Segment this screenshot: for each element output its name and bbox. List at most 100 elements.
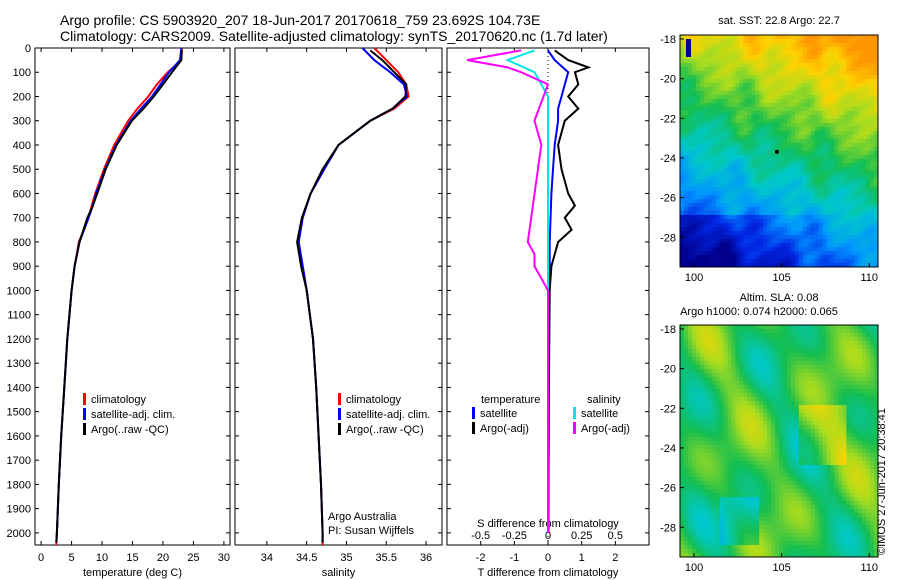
sst-map-cell bbox=[719, 163, 724, 168]
sst-map-cell bbox=[802, 115, 808, 120]
sst-map-cell bbox=[782, 67, 788, 72]
sla-map-cell bbox=[691, 437, 697, 442]
sst-map-cell bbox=[695, 71, 701, 76]
sst-map-cell bbox=[751, 55, 756, 60]
sst-map-cell bbox=[680, 231, 685, 236]
sla-map-cell bbox=[834, 449, 839, 454]
sla-map-cell bbox=[755, 453, 760, 458]
sst-map-cell bbox=[751, 243, 756, 248]
sst-map-cell bbox=[767, 39, 772, 44]
sla-map-cell bbox=[834, 461, 839, 466]
sst-map-cell bbox=[755, 47, 760, 52]
sst-map-cell bbox=[775, 243, 780, 248]
sla-map-cell bbox=[767, 345, 772, 350]
sla-map-cell bbox=[743, 353, 748, 358]
sst-map-cell bbox=[731, 143, 736, 148]
sla-map-cell bbox=[826, 393, 831, 398]
sst-map-cell bbox=[759, 231, 764, 236]
sst-map-cell bbox=[695, 231, 701, 236]
sst-map-cell bbox=[703, 187, 709, 192]
sst-map-cell bbox=[775, 199, 780, 204]
sst-map-cell bbox=[779, 255, 784, 260]
sla-map-cell bbox=[763, 369, 768, 374]
sst-map-cell bbox=[723, 171, 728, 176]
sst-map-cell bbox=[822, 43, 827, 48]
sst-map-cell bbox=[739, 139, 744, 144]
sla-map-cell bbox=[850, 361, 855, 366]
sla-map-cell bbox=[699, 381, 705, 386]
sst-map-cell bbox=[759, 71, 764, 76]
sst-map-cell bbox=[767, 215, 772, 220]
sst-map-cell bbox=[711, 207, 717, 212]
sla-map-cell bbox=[858, 365, 863, 370]
sla-map-cell bbox=[790, 341, 796, 346]
sst-map-cell bbox=[794, 231, 800, 236]
sst-map-cell bbox=[751, 263, 756, 268]
sla-map-cell bbox=[703, 425, 709, 430]
sst-map-cell bbox=[838, 55, 843, 60]
sla-map-cell bbox=[826, 401, 831, 406]
sla-map-cell bbox=[691, 381, 697, 386]
sst-map-cell bbox=[779, 75, 784, 80]
sst-map-cell bbox=[687, 115, 693, 120]
sst-map-cell bbox=[691, 211, 697, 216]
sla-map-cell bbox=[691, 461, 697, 466]
sla-map-cell bbox=[866, 397, 871, 402]
sst-map-cell bbox=[786, 143, 792, 148]
sst-map-cell bbox=[822, 215, 827, 220]
sst-map-cell bbox=[818, 35, 823, 40]
sla-map-cell bbox=[814, 441, 819, 446]
sst-map-cell bbox=[818, 119, 823, 124]
sst-map-cell bbox=[747, 103, 752, 108]
sst-map-cell bbox=[779, 55, 784, 60]
sst-map-cell bbox=[830, 83, 835, 88]
sla-map-cell bbox=[830, 369, 835, 374]
sla-map-cell bbox=[854, 373, 859, 378]
sla-map-cell bbox=[834, 349, 839, 354]
sst-map-cell bbox=[680, 39, 685, 44]
sla-map-cell bbox=[790, 417, 796, 422]
sst-map-cell bbox=[798, 215, 804, 220]
sst-map-cell bbox=[794, 223, 800, 228]
sla-map-cell bbox=[806, 333, 812, 338]
sst-map-cell bbox=[719, 231, 724, 236]
sst-map-cell bbox=[771, 219, 776, 224]
sla-map-cell bbox=[743, 421, 748, 426]
sla-map-cell bbox=[707, 465, 713, 470]
sst-map-cell bbox=[850, 51, 855, 56]
sla-map-cell bbox=[723, 461, 728, 466]
sla-map-cell bbox=[699, 397, 705, 402]
sla-map-cell bbox=[794, 445, 800, 450]
sla-map-cell bbox=[695, 445, 701, 450]
sla-map-cell bbox=[747, 349, 752, 354]
sla-map-cell bbox=[850, 445, 855, 450]
sst-map-cell bbox=[735, 219, 740, 224]
sla-map-cell bbox=[818, 353, 823, 358]
sst-map-cell bbox=[854, 55, 859, 60]
sla-map-cell bbox=[699, 349, 705, 354]
sla-map-cell bbox=[798, 401, 804, 406]
sla-map-cell bbox=[818, 413, 823, 418]
sla-map-cell bbox=[854, 389, 859, 394]
sst-map-cell bbox=[707, 183, 713, 188]
sla-map-cell bbox=[695, 393, 701, 398]
sla-map-cell bbox=[810, 381, 816, 386]
xtick-top-label: 0.25 bbox=[571, 530, 592, 542]
sst-map-cell bbox=[723, 199, 728, 204]
sst-map-cell bbox=[858, 227, 863, 232]
sst-map-cell bbox=[680, 247, 685, 252]
sla-map-cell bbox=[763, 421, 768, 426]
sla-map-cell bbox=[695, 429, 701, 434]
sst-map-cell bbox=[743, 175, 748, 180]
sst-map-cell bbox=[822, 211, 827, 216]
sst-map-cell bbox=[723, 87, 728, 92]
sst-map-cell bbox=[786, 71, 792, 76]
sst-map-cell bbox=[735, 191, 740, 196]
sst-map-cell bbox=[775, 71, 780, 76]
sst-map-cell bbox=[731, 95, 736, 100]
sst-map-cell bbox=[715, 135, 720, 140]
sst-map-cell bbox=[703, 223, 709, 228]
sst-map-cell bbox=[850, 179, 855, 184]
sla-map-cell bbox=[771, 397, 776, 402]
sst-map-cell bbox=[747, 107, 752, 112]
